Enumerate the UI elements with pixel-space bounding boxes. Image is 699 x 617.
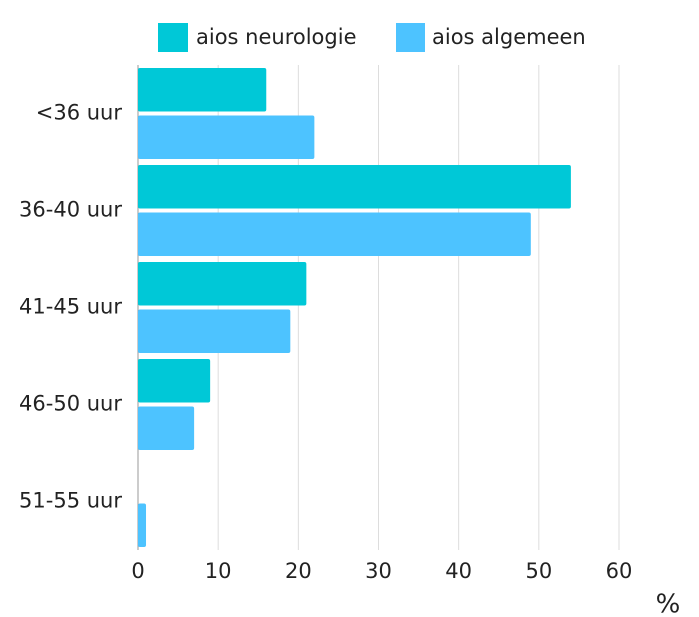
x-tick-label: 50	[525, 559, 552, 583]
bar	[138, 359, 211, 403]
legend-label: aios algemeen	[432, 25, 586, 49]
y-tick-label: 51-55 uur	[19, 489, 122, 513]
x-tick-label: 40	[445, 559, 472, 583]
bar	[138, 503, 147, 547]
x-tick-label: 10	[205, 559, 232, 583]
bar	[138, 262, 307, 306]
x-tick-label: 20	[285, 559, 312, 583]
bar	[138, 115, 315, 159]
bar	[138, 406, 195, 450]
legend-swatch	[396, 23, 425, 52]
bar	[138, 212, 531, 256]
bar	[138, 309, 291, 353]
x-axis-label: %	[656, 590, 681, 617]
x-tick-label: 60	[606, 559, 633, 583]
legend-label: aios neurologie	[196, 25, 357, 49]
y-tick-label: <36 uur	[36, 101, 123, 125]
y-tick-label: 41-45 uur	[19, 295, 122, 319]
y-tick-label: 46-50 uur	[19, 392, 122, 416]
legend-swatch	[158, 23, 188, 52]
x-tick-label: 30	[365, 559, 392, 583]
y-tick-label: 36-40 uur	[19, 198, 122, 222]
x-tick-label: 0	[131, 559, 144, 583]
bar	[138, 165, 571, 209]
bar	[138, 68, 267, 112]
